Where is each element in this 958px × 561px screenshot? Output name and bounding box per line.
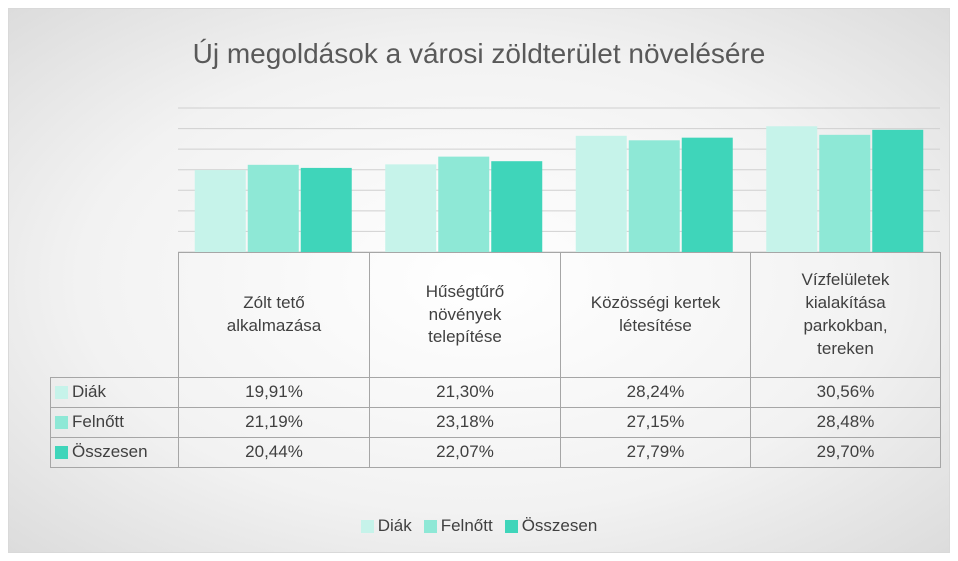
data-label: 30,56% xyxy=(750,377,941,408)
chart-title: Új megoldások a városi zöldterület növel… xyxy=(192,38,766,69)
data-label: 27,15% xyxy=(560,407,751,438)
legend-label: Diák xyxy=(377,516,412,535)
legend-label: Felnőtt xyxy=(440,516,493,535)
bar xyxy=(819,134,871,252)
bar xyxy=(300,167,352,252)
series-name: Összesen xyxy=(72,442,148,462)
legend-swatch xyxy=(423,519,437,533)
legend-item: Diák xyxy=(360,516,412,536)
data-label: 22,07% xyxy=(369,437,561,468)
data-label: 28,24% xyxy=(560,377,751,408)
legend: Diák Felnőtt Összesen xyxy=(0,516,958,536)
data-label: 19,91% xyxy=(178,377,370,408)
row-header: Felnőtt xyxy=(50,407,179,438)
row-header: Diák xyxy=(50,377,179,408)
bar xyxy=(491,161,543,252)
chart-area xyxy=(8,8,950,553)
row-header: Összesen xyxy=(50,437,179,468)
category-header: Közösségi kertek létesítése xyxy=(560,252,751,378)
legend-key xyxy=(55,446,68,459)
legend-swatch xyxy=(504,519,518,533)
bar xyxy=(872,129,924,252)
legend-item: Felnőtt xyxy=(423,516,493,536)
bar xyxy=(575,135,627,252)
bar xyxy=(766,126,818,252)
series-name: Felnőtt xyxy=(72,412,124,432)
legend-key xyxy=(55,416,68,429)
legend-swatch xyxy=(360,519,374,533)
data-label: 27,79% xyxy=(560,437,751,468)
legend-key xyxy=(55,386,68,399)
legend-label: Összesen xyxy=(521,516,598,535)
bar xyxy=(194,170,246,252)
legend-item: Összesen xyxy=(504,516,598,536)
bar xyxy=(628,140,680,252)
bar xyxy=(438,156,490,252)
category-header: Vízfelületek kialakítása parkokban, tere… xyxy=(750,252,941,378)
category-header: Zólt tető alkalmazása xyxy=(178,252,370,378)
category-header: Hűségtűrő növények telepítése xyxy=(369,252,561,378)
data-label: 29,70% xyxy=(750,437,941,468)
data-label: 21,19% xyxy=(178,407,370,438)
data-label: 21,30% xyxy=(369,377,561,408)
data-label: 20,44% xyxy=(178,437,370,468)
bar xyxy=(681,137,733,252)
bar xyxy=(247,164,299,252)
data-label: 23,18% xyxy=(369,407,561,438)
data-label: 28,48% xyxy=(750,407,941,438)
bar xyxy=(385,164,437,252)
series-name: Diák xyxy=(72,382,107,402)
